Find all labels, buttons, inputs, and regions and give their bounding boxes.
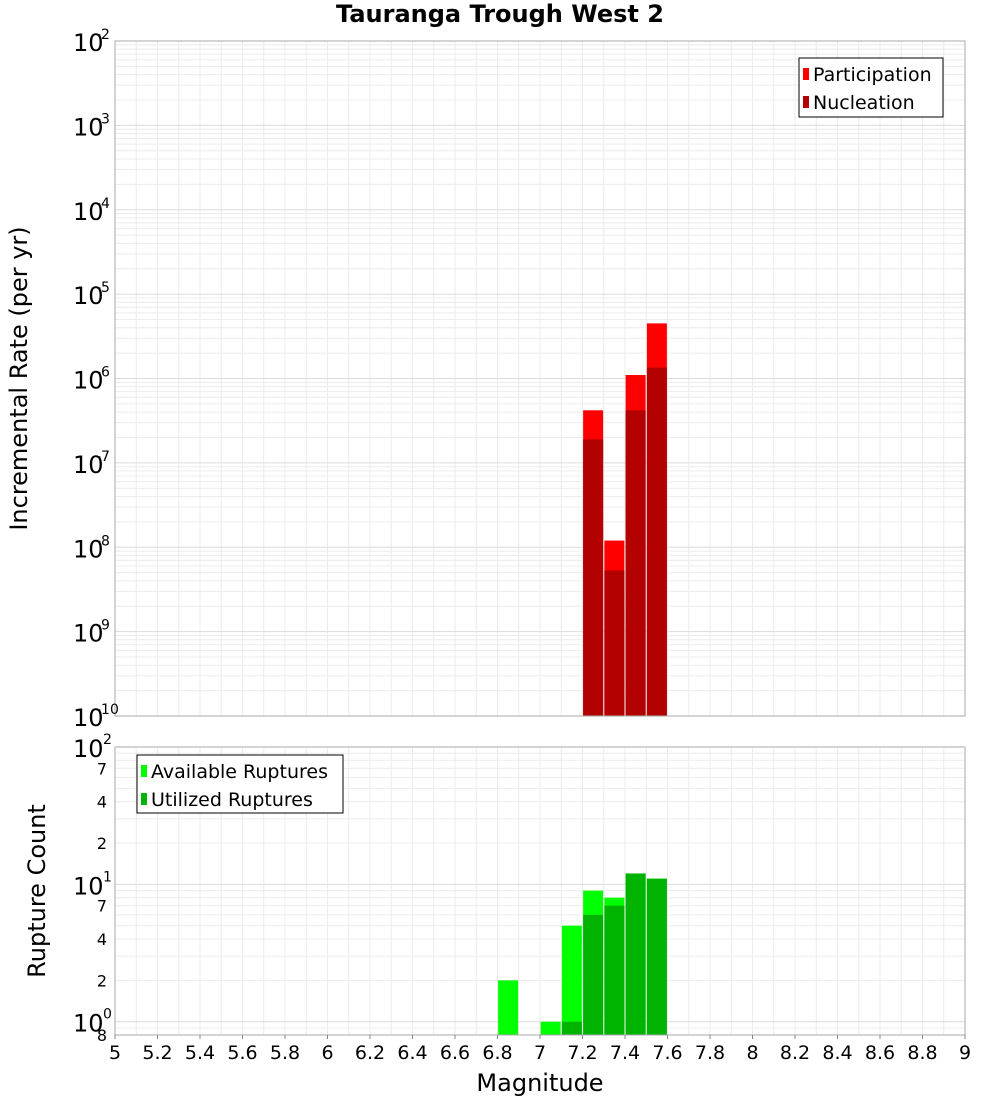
rate-plot-y-axis-label: Incremental Rate (per yr) xyxy=(5,226,33,530)
y-tick-exponent: -2 xyxy=(96,27,110,43)
legend-label: Nucleation xyxy=(813,92,915,114)
x-tick-label: 7 xyxy=(534,1042,546,1064)
legend-swatch xyxy=(141,793,147,805)
y-tick-minor-label: 7 xyxy=(97,897,107,916)
rate-nucleation-bar xyxy=(625,410,646,716)
y-tick-label: 10 xyxy=(73,282,104,310)
x-tick-label: 5.4 xyxy=(185,1042,215,1064)
y-tick-exponent: -9 xyxy=(96,618,110,634)
count-available-ruptures-bar xyxy=(561,925,582,1035)
y-tick-minor-label: 8 xyxy=(97,1026,107,1045)
count-plot-bars xyxy=(498,873,667,1035)
chart-title: Tauranga Trough West 2 xyxy=(336,0,664,28)
x-tick-label: 6 xyxy=(321,1042,333,1064)
rate-plot-bars xyxy=(583,323,667,716)
x-tick-label: 8.6 xyxy=(865,1042,895,1064)
y-tick-label: 10 xyxy=(73,535,104,563)
x-tick-label: 6.6 xyxy=(440,1042,470,1064)
y-tick-minor-label: 2 xyxy=(97,971,107,990)
x-tick-label: 7.6 xyxy=(652,1042,682,1064)
rate-plot-grid xyxy=(114,40,966,717)
legend-label: Available Ruptures xyxy=(151,761,328,783)
x-tick-label: 8.8 xyxy=(907,1042,937,1064)
rate-plot-legend: Participation Nucleation xyxy=(798,57,944,118)
x-tick-label: 9 xyxy=(959,1042,971,1064)
y-tick-exponent: -8 xyxy=(96,533,110,549)
y-tick-minor-label: 2 xyxy=(97,834,107,853)
y-tick-minor-label: 4 xyxy=(97,793,107,812)
y-tick-minor-label: 4 xyxy=(97,930,107,949)
x-axis-label: Magnitude xyxy=(476,1069,603,1097)
x-tick-label: 6.4 xyxy=(397,1042,427,1064)
y-tick-exponent: 1 xyxy=(103,869,112,885)
y-tick-exponent: -10 xyxy=(96,702,119,718)
y-tick-exponent: -6 xyxy=(96,365,110,381)
y-tick-label: 10 xyxy=(73,1010,104,1038)
legend-box xyxy=(136,754,344,814)
y-tick-label: 10 xyxy=(73,451,104,479)
count-utilized-ruptures-bar xyxy=(625,873,646,1035)
count-plot-grid xyxy=(114,746,966,1036)
y-tick-label: 10 xyxy=(73,620,104,648)
x-tick-label: 8 xyxy=(746,1042,758,1064)
x-tick-label: 5.6 xyxy=(227,1042,257,1064)
count-utilized-ruptures-bar xyxy=(583,914,604,1035)
count-available-ruptures-bar xyxy=(498,980,519,1035)
rate-nucleation-bar xyxy=(604,570,625,716)
x-tick-label: 8.2 xyxy=(780,1042,810,1064)
x-tick-label: 5 xyxy=(109,1042,121,1064)
count-plot-legend: Available Ruptures Utilized Ruptures xyxy=(136,754,344,814)
y-tick-label: 10 xyxy=(73,29,104,57)
y-tick-exponent: -3 xyxy=(96,111,110,127)
y-tick-exponent: -5 xyxy=(96,280,110,296)
y-tick-minor-label: 7 xyxy=(97,759,107,778)
rate-nucleation-bar xyxy=(646,367,667,716)
x-tick-label: 5.2 xyxy=(142,1042,172,1064)
x-tick-label: 7.4 xyxy=(610,1042,640,1064)
count-plot-y-axis-label: Rupture Count xyxy=(23,804,51,978)
legend-swatch xyxy=(803,96,809,108)
legend-label: Utilized Ruptures xyxy=(151,789,313,811)
y-tick-label: 10 xyxy=(73,367,104,395)
y-tick-label: 10 xyxy=(73,872,104,900)
count-available-ruptures-bar xyxy=(540,1021,561,1035)
rate-plot-frame xyxy=(114,40,966,717)
y-tick-exponent: 2 xyxy=(103,732,112,748)
x-tick-label: 7.2 xyxy=(567,1042,597,1064)
y-tick-label: 10 xyxy=(73,704,104,732)
x-tick-label: 5.8 xyxy=(270,1042,300,1064)
y-tick-exponent: 0 xyxy=(103,1007,112,1023)
count-utilized-ruptures-bar xyxy=(561,1021,582,1035)
x-tick-label: 8.4 xyxy=(822,1042,852,1064)
y-tick-exponent: -4 xyxy=(96,196,110,212)
legend-box xyxy=(798,57,944,118)
count-utilized-ruptures-bar xyxy=(646,878,667,1035)
y-tick-label: 10 xyxy=(73,198,104,226)
legend-swatch xyxy=(803,68,809,80)
rate-nucleation-bar xyxy=(583,439,604,716)
y-tick-label: 10 xyxy=(73,735,104,763)
y-tick-label: 10 xyxy=(73,113,104,141)
legend-swatch xyxy=(141,765,147,777)
legend-label: Participation xyxy=(813,64,932,86)
x-tick-label: 6.2 xyxy=(355,1042,385,1064)
x-tick-label: 7.8 xyxy=(695,1042,725,1064)
x-tick-label: 6.8 xyxy=(482,1042,512,1064)
x-axis-ticks: 5 5.2 5.4 5.6 5.8 6 6.2 6.4 6.6 6.8 7 7.2 7.4 7.6 7.8 8… xyxy=(109,1035,971,1064)
count-utilized-ruptures-bar xyxy=(604,905,625,1035)
y-tick-exponent: -7 xyxy=(96,449,110,465)
